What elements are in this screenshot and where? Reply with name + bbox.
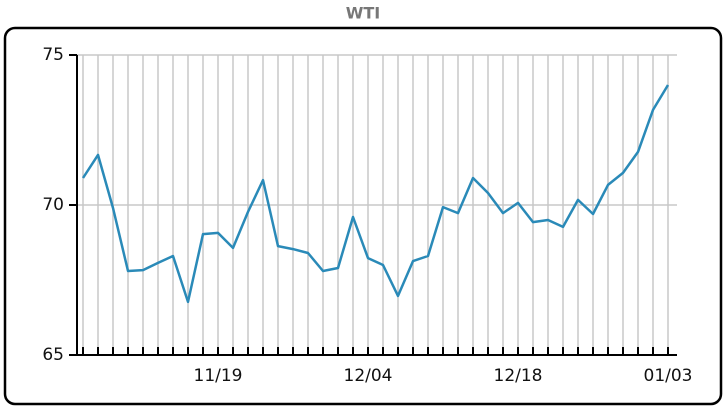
y-tick-label: 70	[42, 195, 64, 215]
x-tick-label: 11/19	[194, 366, 243, 386]
y-tick-label: 65	[42, 345, 64, 365]
x-tick-label: 12/18	[494, 366, 543, 386]
line-series	[81, 84, 670, 304]
chart-frame	[3, 26, 723, 406]
x-tick-label: 12/04	[344, 366, 393, 386]
y-tick-label: 75	[42, 45, 64, 65]
chart-title: WTI	[346, 4, 381, 23]
x-tick-label: 01/03	[644, 366, 693, 386]
